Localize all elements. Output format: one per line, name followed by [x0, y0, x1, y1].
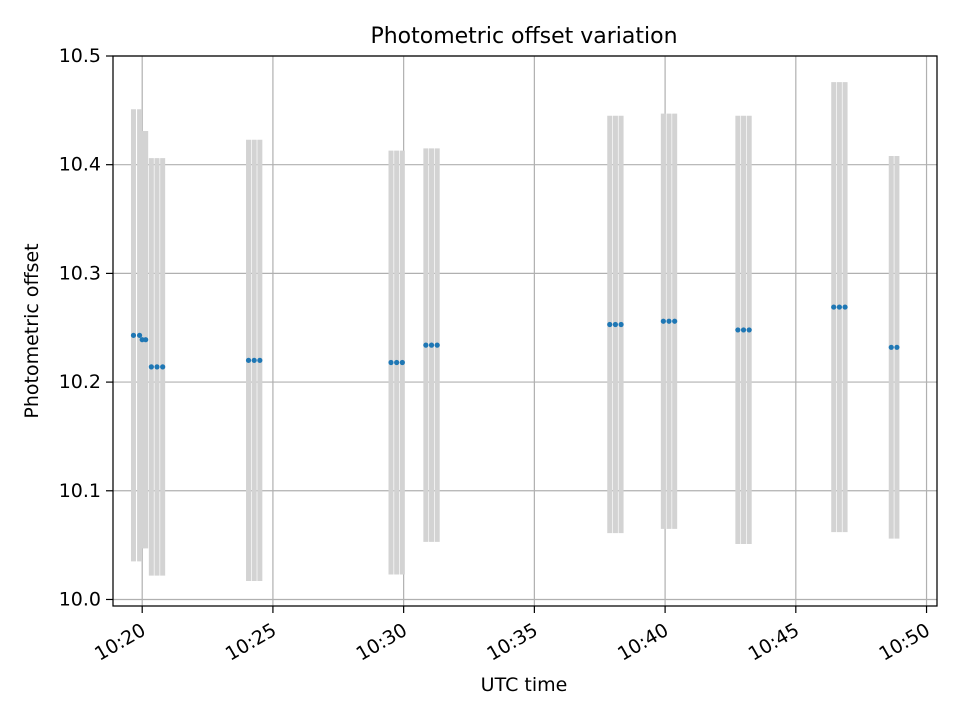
data-point — [428, 342, 435, 348]
data-point — [148, 364, 154, 370]
data-point — [888, 344, 894, 350]
data-point — [130, 332, 137, 338]
x-axis-label: UTC time — [481, 674, 568, 696]
y-tick-label: 10.2 — [59, 371, 101, 393]
chart-title: Photometric offset variation — [370, 24, 677, 49]
data-point — [894, 344, 900, 350]
data-point — [672, 318, 678, 324]
data-point — [612, 321, 619, 328]
data-point — [836, 304, 842, 310]
data-point — [746, 327, 752, 333]
plot-frame — [112, 55, 938, 607]
data-point — [660, 318, 666, 324]
y-tick-label: 10.1 — [59, 480, 101, 502]
data-point — [735, 327, 741, 333]
data-point — [842, 304, 848, 310]
data-point — [136, 332, 143, 338]
data-point — [388, 359, 394, 366]
data-point — [245, 357, 252, 363]
data-point — [160, 364, 166, 370]
data-point — [831, 304, 837, 310]
data-point — [251, 357, 257, 363]
y-tick-label: 10.3 — [59, 262, 101, 284]
data-point — [257, 357, 263, 363]
data-point — [394, 359, 400, 366]
data-point — [423, 342, 429, 348]
data-point — [434, 342, 440, 348]
data-point — [666, 318, 672, 324]
y-tick-label: 10.4 — [59, 154, 101, 176]
y-tick-label: 10.5 — [59, 45, 101, 67]
data-point — [607, 321, 613, 328]
data-point — [143, 337, 149, 343]
data-point — [399, 359, 405, 366]
data-point — [154, 364, 160, 370]
y-tick-label: 10.0 — [59, 588, 101, 610]
data-point — [740, 327, 747, 333]
y-axis-label: Photometric offset — [21, 243, 43, 418]
data-point — [618, 321, 624, 328]
point-layer — [130, 304, 900, 370]
